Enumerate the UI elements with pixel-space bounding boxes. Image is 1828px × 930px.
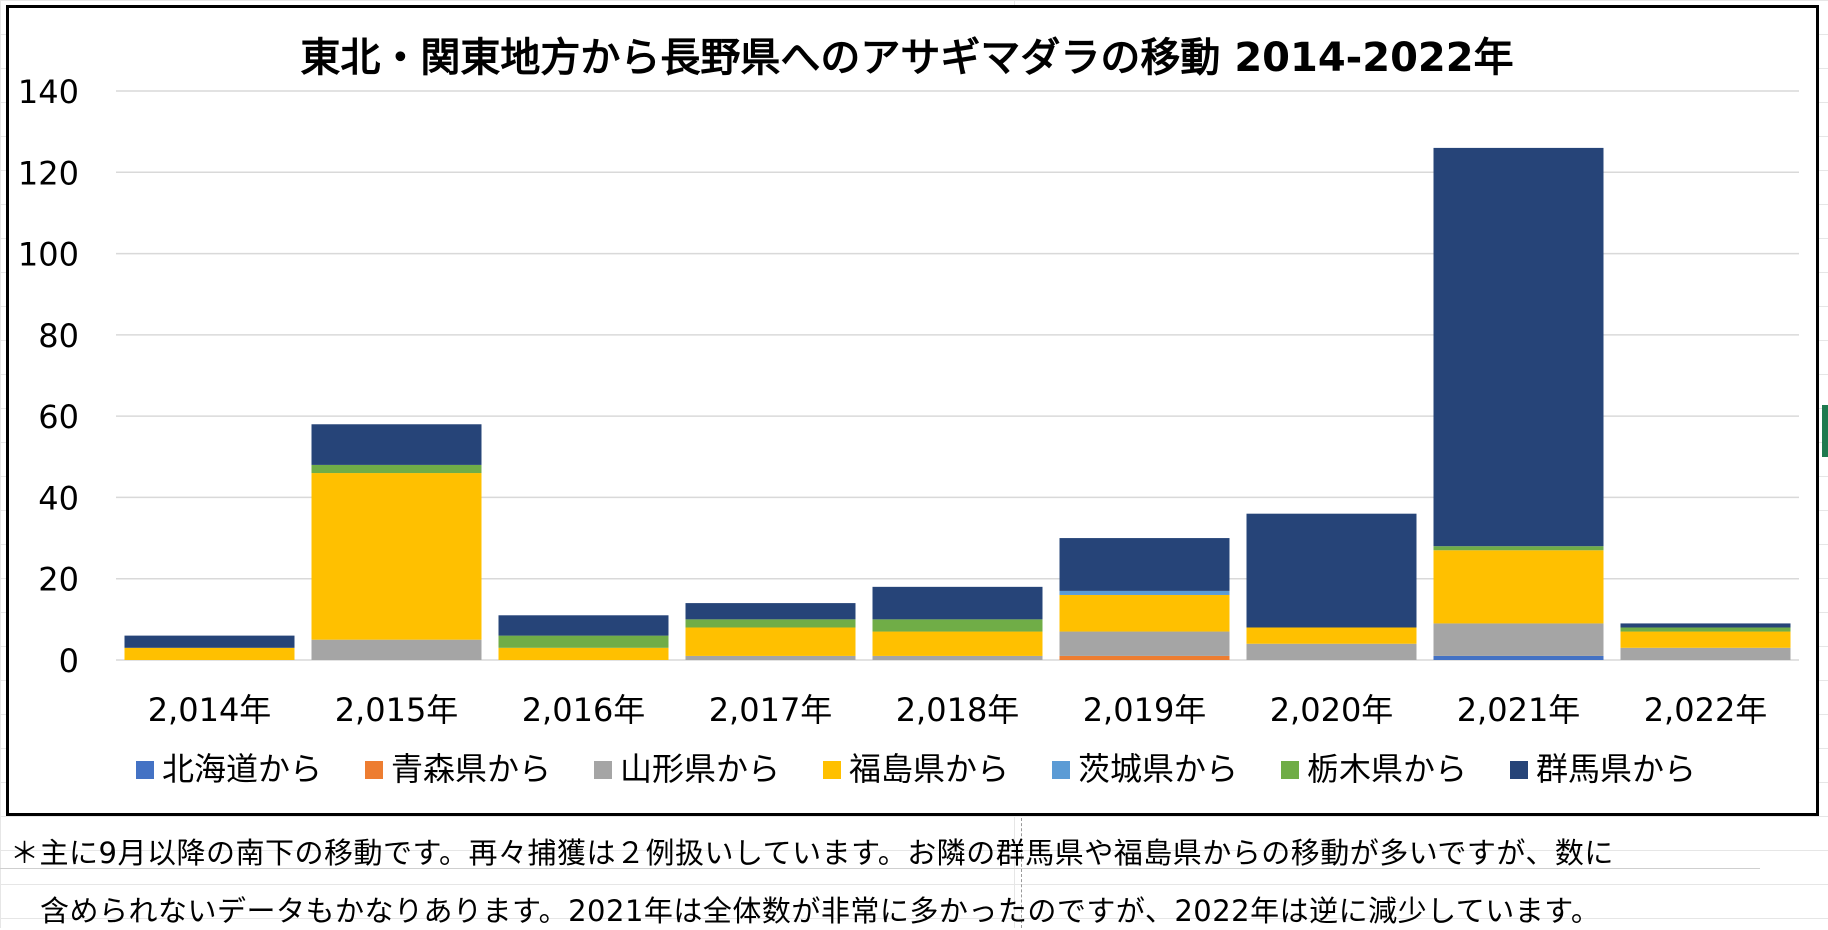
legend-swatch bbox=[1281, 761, 1299, 779]
legend-item: 青森県から bbox=[365, 750, 551, 788]
x-tick-label: 2,021年 bbox=[1457, 691, 1581, 729]
bar-segment bbox=[311, 473, 482, 640]
bar-segment bbox=[1246, 627, 1417, 644]
bar-segment bbox=[685, 619, 856, 628]
bar-segment bbox=[1059, 538, 1230, 591]
bar-segment bbox=[1059, 594, 1230, 632]
note-line-2: 含められないデータもかなりあります。2021年は全体数が非常に多かったのですが、… bbox=[40, 894, 1601, 928]
bar-segment bbox=[685, 603, 856, 620]
note-row-divider bbox=[0, 868, 1760, 869]
chart-title: 東北・関東地方から長野県へのアサギマダラの移動 2014-2022年 bbox=[300, 35, 1513, 81]
bar-segment bbox=[498, 647, 669, 660]
bar-segment bbox=[1433, 655, 1604, 660]
legend-item: 茨城県から bbox=[1052, 750, 1238, 788]
legend-label: 福島県から bbox=[849, 750, 1009, 788]
bar-segment bbox=[1246, 513, 1417, 628]
legend-item: 北海道から bbox=[136, 750, 322, 788]
legend-label: 山形県から bbox=[620, 750, 780, 788]
x-tick-label: 2,015年 bbox=[335, 691, 459, 729]
legend-label: 青森県から bbox=[391, 750, 551, 788]
bar-segment bbox=[311, 424, 482, 465]
legend-item: 栃木県から bbox=[1281, 750, 1467, 788]
bar-segment bbox=[1433, 623, 1604, 656]
legend-swatch bbox=[365, 761, 383, 779]
y-axis-ticks: 0 20 40 60 80 100 120 140 bbox=[18, 73, 79, 680]
legend-item: 群馬県から bbox=[1510, 750, 1696, 788]
y-tick-label: 140 bbox=[18, 73, 79, 111]
y-tick-label: 120 bbox=[18, 154, 79, 192]
legend-label: 北海道から bbox=[162, 750, 322, 788]
legend-item: 福島県から bbox=[823, 750, 1009, 788]
bar-segment bbox=[1433, 550, 1604, 624]
bar-segment bbox=[685, 627, 856, 656]
legend-label: 群馬県から bbox=[1536, 750, 1696, 788]
bar-segment bbox=[498, 615, 669, 636]
bar-segment bbox=[1059, 655, 1230, 660]
bar-segment bbox=[311, 464, 482, 474]
y-tick-label: 0 bbox=[59, 642, 79, 680]
bar-segment bbox=[1059, 590, 1230, 595]
bar-segment bbox=[124, 635, 295, 648]
legend-swatch bbox=[136, 761, 154, 779]
bar-segment bbox=[311, 639, 482, 660]
x-tick-label: 2,018年 bbox=[896, 691, 1020, 729]
x-tick-label: 2,020年 bbox=[1270, 691, 1394, 729]
bars bbox=[124, 147, 1791, 660]
bar-segment bbox=[685, 655, 856, 660]
legend-label: 茨城県から bbox=[1078, 750, 1238, 788]
bar-segment bbox=[872, 619, 1043, 632]
stacked-bar-chart: 東北・関東地方から長野県へのアサギマダラの移動 2014-2022年 0 20 40… bbox=[18, 35, 1799, 788]
y-tick-label: 80 bbox=[38, 317, 79, 355]
bar-segment bbox=[1246, 643, 1417, 660]
bar-segment bbox=[1620, 623, 1791, 628]
x-tick-label: 2,014年 bbox=[148, 691, 272, 729]
bar-segment bbox=[872, 655, 1043, 660]
bar-segment bbox=[872, 631, 1043, 656]
bar-segment bbox=[1433, 546, 1604, 551]
legend: 北海道から 青森県から 山形県から 福島県から 茨城県から 栃木県から 群馬県から bbox=[136, 750, 1696, 788]
notes-area: ＊主に9月以降の南下の移動です。再々捕獲は２例扱いしています。お隣の群馬県や福島… bbox=[0, 818, 1828, 928]
x-tick-label: 2,019年 bbox=[1083, 691, 1207, 729]
x-tick-label: 2,022年 bbox=[1644, 691, 1768, 729]
x-tick-label: 2,017年 bbox=[709, 691, 833, 729]
y-tick-label: 100 bbox=[18, 236, 79, 274]
bar-segment bbox=[1620, 631, 1791, 648]
x-tick-label: 2,016年 bbox=[522, 691, 646, 729]
bar-segment bbox=[498, 635, 669, 648]
x-axis-ticks: 2,014年 2,015年 2,016年 2,017年 2,018年 2,019年 2,02… bbox=[148, 691, 1768, 729]
sheet-side-marker bbox=[1822, 405, 1828, 457]
legend-swatch bbox=[1510, 761, 1528, 779]
legend-label: 栃木県から bbox=[1307, 750, 1467, 788]
cell-page-break bbox=[1021, 818, 1022, 928]
chart-object[interactable]: 東北・関東地方から長野県へのアサギマダラの移動 2014-2022年 0 20 40… bbox=[6, 5, 1819, 816]
y-tick-label: 40 bbox=[38, 479, 79, 517]
legend-swatch bbox=[823, 761, 841, 779]
y-tick-label: 60 bbox=[38, 398, 79, 436]
legend-swatch bbox=[594, 761, 612, 779]
bar-segment bbox=[872, 586, 1043, 620]
y-tick-label: 20 bbox=[38, 561, 79, 599]
legend-swatch bbox=[1052, 761, 1070, 779]
note-line-1: ＊主に9月以降の南下の移動です。再々捕獲は２例扱いしています。お隣の群馬県や福島… bbox=[10, 836, 1614, 870]
bar-segment bbox=[1620, 627, 1791, 632]
bar-segment bbox=[1620, 647, 1791, 660]
bar-segment bbox=[1059, 631, 1230, 656]
bar-segment bbox=[1433, 147, 1604, 547]
bar-segment bbox=[124, 647, 295, 660]
legend-item: 山形県から bbox=[594, 750, 780, 788]
